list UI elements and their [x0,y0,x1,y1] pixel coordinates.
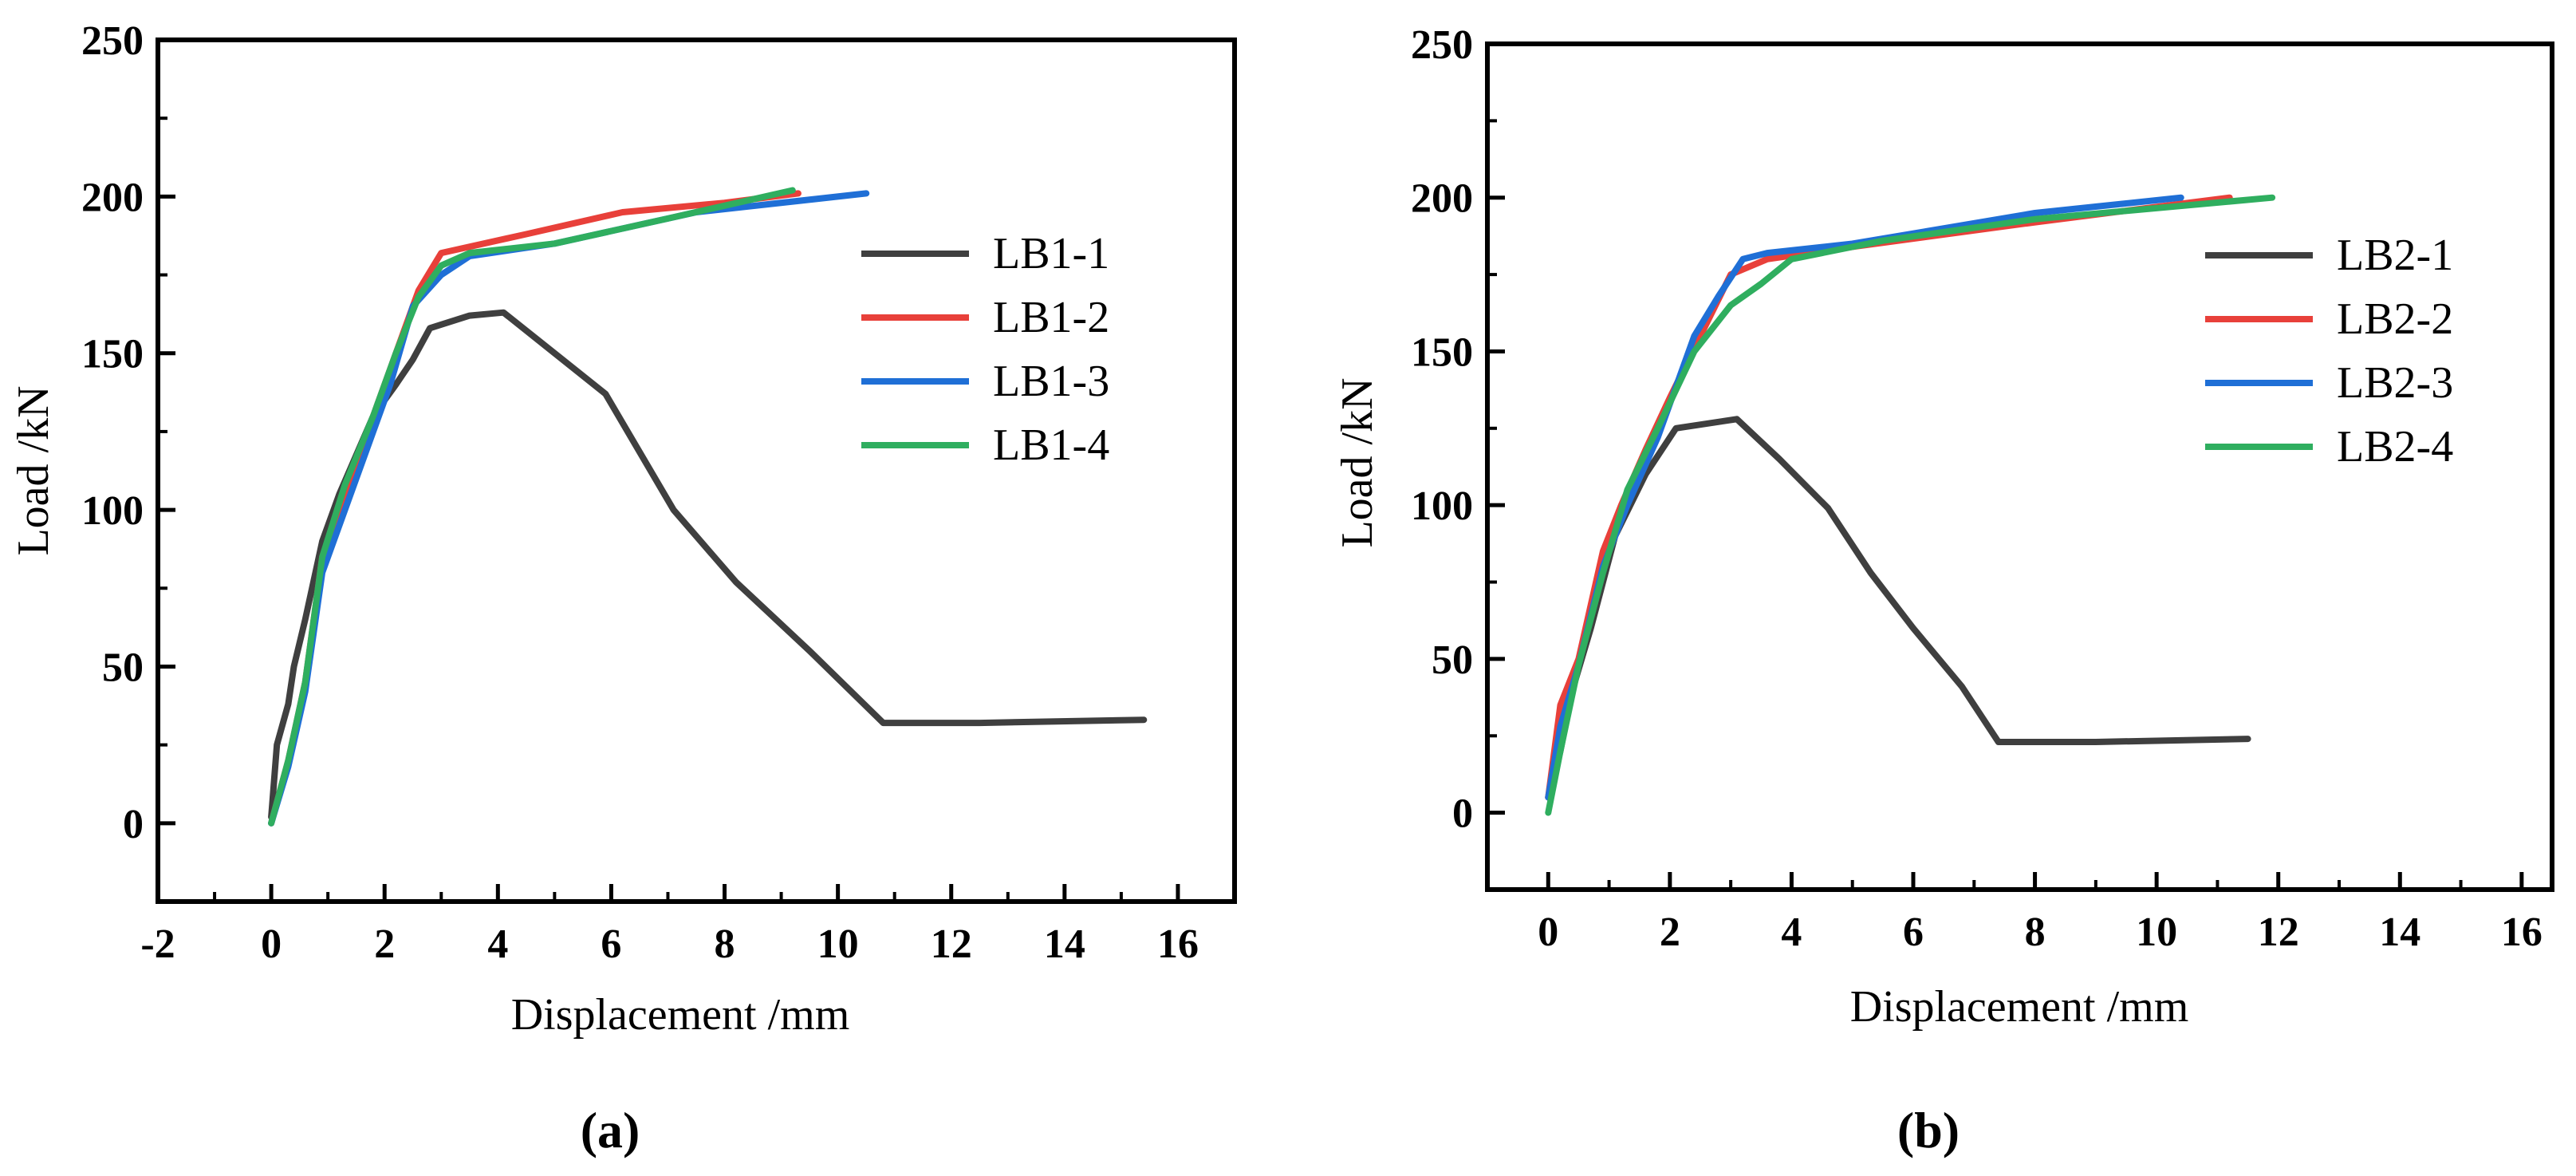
x-tick-label: 0 [1538,910,1558,955]
x-axis-title: Displacement /mm [1850,982,2189,1032]
x-tick-label: 12 [931,921,972,967]
series-line-lb2-3 [1545,194,2184,801]
legend-label: LB1-1 [993,229,1109,278]
y-tick-label: 50 [1432,637,1473,683]
series-line-lb1-1 [268,309,1148,820]
y-tick-label: 200 [81,175,144,220]
x-tick-label: 8 [2025,910,2046,955]
y-axis-title: Load /kN [1333,377,1382,547]
y-tick-label: 0 [123,802,144,847]
x-tick-label: 14 [1044,921,1085,967]
caption-a: (a) [580,1102,640,1158]
y-tick-label: 0 [1452,791,1473,837]
plot-frame [1485,41,2554,892]
series-line-lb1-4 [268,187,796,827]
y-axis-title: Load /kN [9,385,58,555]
y-tick-label: 50 [102,645,144,690]
x-tick-label: 2 [1660,910,1680,955]
series-line-lb2-2 [1545,194,2233,801]
caption-b: (b) [1897,1102,1960,1158]
x-tick-label: -2 [140,921,175,967]
y-tick-label: 200 [1411,176,1473,222]
legend-label: LB1-4 [993,420,1109,470]
y-tick-label: 250 [81,18,144,64]
series-line-lb2-4 [1545,194,2276,816]
x-tick-label: 16 [2501,910,2543,955]
y-tick-label: 150 [81,332,144,377]
x-tick-label: 4 [487,921,508,967]
panel-b: 0 2 4 6 8 10 12 14 16 0 50 100 150 200 250 Displacement… [1333,22,2554,1032]
y-tick-label: 100 [1411,483,1473,529]
x-tick-label: 2 [374,921,395,967]
series-line-lb1-3 [268,190,870,827]
x-tick-label: 12 [2258,910,2299,955]
x-tick-label: 8 [715,921,735,967]
legend-label: LB2-4 [2337,422,2453,472]
x-tick-label: 14 [2379,910,2420,955]
series-line-lb2-1 [1545,416,2251,801]
x-tick-label: 4 [1781,910,1802,955]
legend-label: LB2-1 [2337,231,2453,280]
legend-label: LB2-2 [2337,294,2453,344]
legend-label: LB1-2 [993,293,1109,342]
y-tick-label: 250 [1411,22,1473,68]
x-tick-label: 16 [1157,921,1199,967]
x-tick-label: 10 [2136,910,2177,955]
plot-frame [156,37,1237,904]
x-tick-label: 10 [817,921,859,967]
x-tick-label: 0 [261,921,282,967]
legend-label: LB2-3 [2337,358,2453,408]
legend-label: LB1-3 [993,357,1109,406]
panel-a: -2 0 2 4 6 8 10 12 14 16 0 50 100 150 200 250 Displaceme… [9,18,1237,1040]
x-axis-title: Displacement /mm [511,990,850,1040]
x-tick-label: 6 [1903,910,1924,955]
x-tick-label: 6 [601,921,621,967]
y-tick-label: 150 [1411,330,1473,375]
y-tick-label: 100 [81,488,144,534]
series-line-lb1-2 [268,190,802,827]
